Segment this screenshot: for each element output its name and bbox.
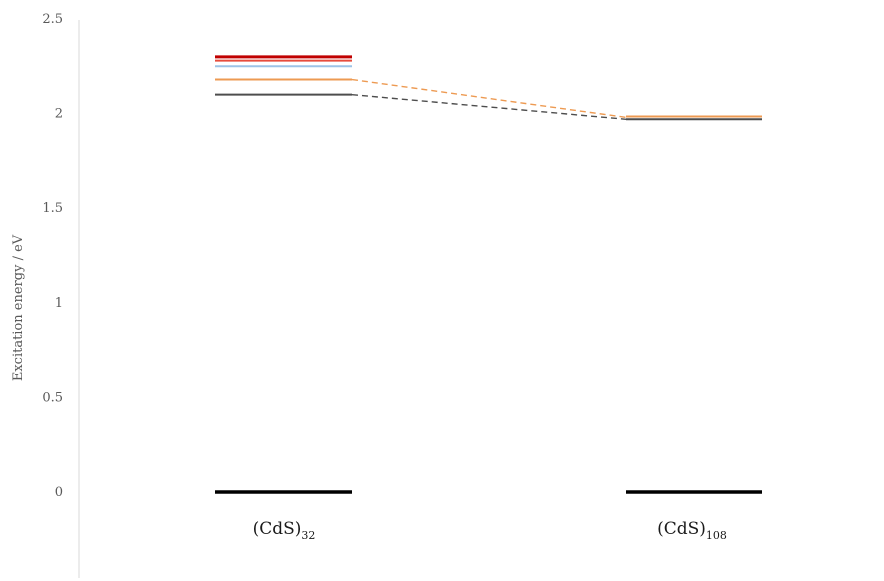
y-tick-label: 2.5 <box>42 12 63 27</box>
y-tick-label: 1 <box>55 296 63 311</box>
connector-lines <box>351 78 627 120</box>
category-label: (CdS)32 <box>253 519 316 542</box>
category-label: (CdS)108 <box>657 519 727 542</box>
connector-line <box>351 78 627 119</box>
y-tick-label: 1.5 <box>42 201 63 216</box>
y-tick-label: 0.5 <box>42 390 63 405</box>
y-tick-label: 2 <box>55 107 63 122</box>
y-tick-labels: 0 0.5 1 1.5 2 2.5 <box>42 12 63 500</box>
connector-line <box>351 93 627 120</box>
excitation-levels <box>215 55 762 121</box>
category-labels: (CdS)32 (CdS)108 <box>253 519 727 542</box>
y-tick-label: 0 <box>55 485 63 500</box>
y-axis-title: Excitation energy / eV <box>11 234 26 381</box>
